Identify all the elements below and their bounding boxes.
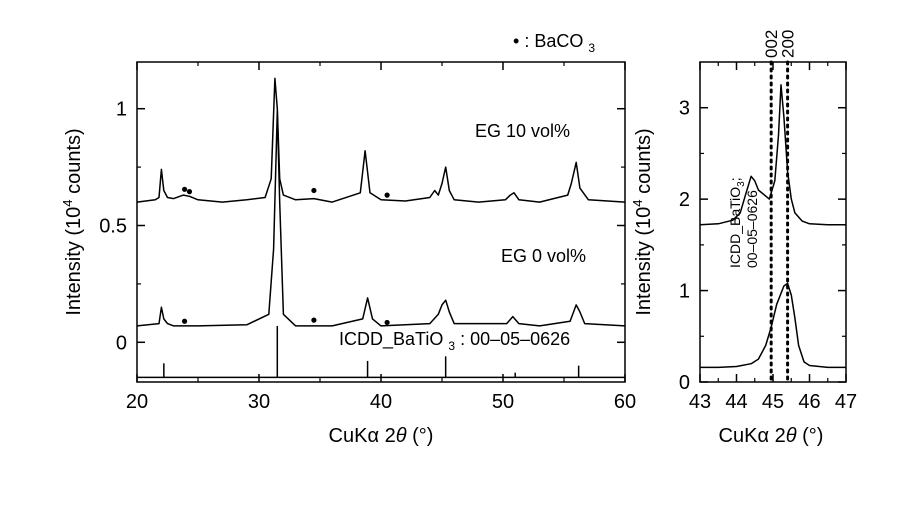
right-x-axis-title: CuKα 2θ (°) — [719, 425, 824, 447]
right-xlabel-theta: θ — [786, 425, 797, 447]
left-ylabel-sup: 4 — [60, 199, 75, 206]
bac03-legend-text: : BaCO — [524, 31, 583, 51]
left-axis-ticks: 20 30 40 50 60 0 0.5 1 — [99, 62, 636, 413]
right-ylabel-end: counts) — [633, 128, 655, 199]
x-tick-label: 45 — [762, 391, 784, 413]
icdd-label: ICDD_BaTiO 3 : 00–05–0626 — [339, 329, 570, 354]
right-ref-label: ICDD_BaTiO3; 00–05–0626 — [727, 173, 760, 268]
baco3-marker — [311, 187, 317, 194]
right-ref-line1: ICDD_BaTiO3; — [727, 177, 747, 268]
series-line-eg0 — [700, 282, 846, 369]
right-ylabel-sup: 4 — [630, 199, 645, 206]
right-xlabel-end: (°) — [797, 425, 824, 447]
icdd-label-sub: 3 — [448, 339, 455, 353]
x-tick-label: 50 — [492, 391, 514, 413]
icdd-label-prefix: ICDD_BaTiO — [339, 329, 443, 350]
icdd-label-suffix: : 00–05–0626 — [460, 329, 570, 349]
x-tick-label: 20 — [126, 391, 148, 413]
right-ylabel-main: Intensity (10 — [633, 207, 655, 316]
y-tick-label: 0 — [679, 372, 690, 394]
series-line-eg10 — [136, 77, 626, 203]
y-tick-label: 1 — [116, 99, 127, 121]
right-plot-frame — [699, 61, 847, 383]
x-tick-label: 30 — [248, 391, 270, 413]
right-ref-sub: 3 — [736, 181, 747, 187]
right-ref-prefix: ICDD_BaTiO — [727, 187, 743, 268]
right-axis-ticks: 43 44 45 46 47 0 1 2 3 — [679, 62, 857, 413]
bac03-legend-sub: 3 — [588, 41, 595, 55]
x-tick-label: 47 — [835, 391, 857, 413]
bac03-legend-dot: • — [513, 31, 519, 51]
series-line-eg0 — [136, 110, 626, 327]
hkl-label: 002 — [762, 30, 781, 58]
y-tick-label: 0.5 — [99, 216, 127, 238]
bac03-legend: • : BaCO 3 — [513, 31, 595, 55]
x-tick-label: 46 — [798, 391, 820, 413]
baco3-marker — [384, 319, 390, 326]
x-tick-label: 40 — [370, 391, 392, 413]
right-y-axis-title: Intensity (104 counts) — [630, 128, 655, 315]
left-xlabel-theta: θ — [396, 425, 407, 447]
left-xlabel-main: CuKα 2 — [329, 425, 396, 447]
series-line-eg10 — [699, 84, 846, 226]
hkl-label: 200 — [779, 30, 798, 58]
y-tick-label: 3 — [679, 98, 690, 120]
left-ylabel-main: Intensity (10 — [63, 207, 85, 316]
y-tick-label: 0 — [116, 332, 127, 354]
x-tick-label: 60 — [614, 391, 636, 413]
baco3-marker — [186, 189, 193, 195]
y-tick-label: 1 — [679, 281, 690, 303]
left-xlabel-end: (°) — [407, 425, 434, 447]
right-xlabel-main: CuKα 2 — [719, 425, 786, 447]
left-panel: 20 30 40 50 60 0 0.5 1 • : BaCO 3 EG 10 vol% EG… — [60, 31, 636, 447]
x-tick-label: 44 — [725, 391, 747, 413]
y-tick-label: 2 — [679, 189, 690, 211]
eg10-label: EG 10 vol% — [475, 121, 570, 141]
left-y-axis-title: Intensity (104 counts) — [60, 128, 85, 315]
baco3-marker — [181, 318, 188, 324]
baco3-marker — [311, 317, 317, 323]
left-ylabel-end: counts) — [63, 128, 85, 199]
eg0-label: EG 0 vol% — [501, 246, 586, 266]
left-x-axis-title: CuKα 2θ (°) — [329, 425, 434, 447]
right-ref-line2: 00–05–0626 — [744, 190, 760, 268]
baco3-marker — [181, 186, 188, 192]
right-ref-suffix: ; — [727, 177, 743, 181]
baco3-marker — [384, 192, 390, 198]
x-tick-label: 43 — [689, 391, 711, 413]
